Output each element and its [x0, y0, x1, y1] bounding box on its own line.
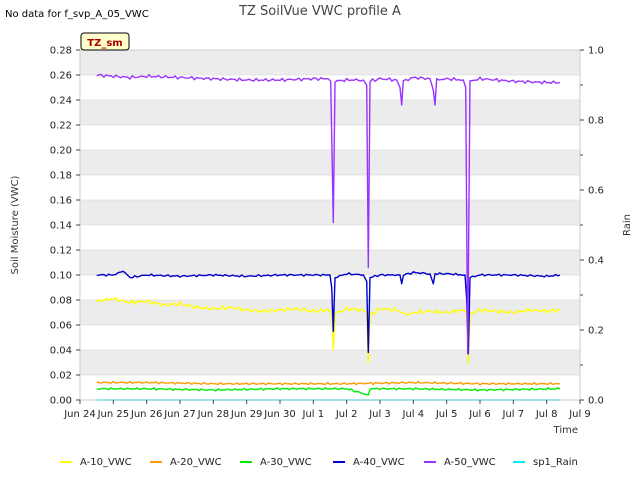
x-tick-label: Jun 26: [130, 409, 163, 420]
x-tick-label: Jul 2: [335, 409, 358, 420]
series-line-a-30-vwc: [96, 387, 561, 396]
site-badge-box: [80, 32, 130, 51]
y2-axis-ticks: 0.0 0.2 0.4 0.6 0.8 1.0: [580, 46, 604, 407]
y-tick-label: 0.00: [50, 396, 72, 407]
y-tick-label: 0.22: [50, 121, 72, 132]
x-axis-ticks: Jun 24 Jun 25 Jun 26 Jun 27 Jun 28 Jun 29 Jun …: [63, 400, 591, 420]
series-line-a-10-vwc: [96, 296, 561, 365]
grid-band: [80, 100, 580, 125]
x-tick-label: Jul 1: [302, 409, 325, 420]
x-tick-label: Jun 24: [63, 409, 96, 420]
legend-label: A-30_VWC: [260, 457, 312, 468]
x-tick-label: Jun 30: [263, 409, 296, 420]
y2-tick-label: 0.6: [588, 186, 604, 197]
site-badge-label: TZ_sm: [87, 38, 122, 49]
y2-tick-label: 0.0: [588, 396, 604, 407]
x-tick-label: Jun 28: [197, 409, 230, 420]
grid-band: [80, 50, 580, 75]
grid-band: [80, 200, 580, 225]
y-tick-label: 0.08: [50, 296, 72, 307]
legend-label: sp1_Rain: [533, 457, 578, 468]
y2-tick-label: 0.4: [588, 256, 604, 267]
legend: A-10_VWC A-20_VWC A-30_VWC A-40_VWC A-50_VWC…: [60, 457, 578, 468]
y-axis-ticks: 0.00 0.02 0.04 0.06 0.08 0.10 0.12 0.14 0.16 0.18…: [50, 46, 80, 407]
y-tick-label: 0.04: [50, 346, 72, 357]
y-tick-label: 0.06: [50, 321, 72, 332]
legend-label: A-50_VWC: [444, 457, 496, 468]
x-tick-label: Jun 29: [230, 409, 263, 420]
x-tick-label: Jul 9: [568, 409, 591, 420]
y-tick-label: 0.10: [50, 271, 72, 282]
grid-band: [80, 150, 580, 175]
y-tick-label: 0.12: [50, 246, 72, 257]
y2-tick-label: 0.2: [588, 326, 604, 337]
y2-tick-label: 0.8: [588, 116, 604, 127]
y-tick-label: 0.18: [50, 171, 72, 182]
y-axis-label: Soil Moisture (VWC): [10, 175, 21, 274]
y-tick-label: 0.28: [50, 46, 72, 57]
site-badge: TZ_sm: [80, 32, 130, 51]
y-tick-label: 0.26: [50, 71, 72, 82]
grid-band: [80, 250, 580, 275]
chart-title: TZ SoilVue VWC profile A: [238, 4, 401, 19]
legend-label: A-10_VWC: [80, 457, 132, 468]
x-tick-label: Jun 27: [163, 409, 196, 420]
x-tick-label: Jul 3: [368, 409, 391, 420]
no-data-note: No data for f_svp_A_05_VWC: [5, 9, 149, 20]
x-tick-label: Jul 5: [435, 409, 458, 420]
plot-lines: [96, 73, 561, 401]
grid-band: [80, 350, 580, 375]
series-line-a-40-vwc: [96, 270, 561, 355]
x-tick-label: Jul 4: [402, 409, 425, 420]
series-line-a-20-vwc: [96, 380, 560, 386]
y2-tick-label: 1.0: [588, 46, 604, 57]
y-tick-label: 0.16: [50, 196, 72, 207]
plot-background: [80, 50, 580, 401]
x-tick-label: Jun 25: [97, 409, 130, 420]
y-tick-label: 0.14: [50, 221, 72, 232]
x-tick-label: Jul 8: [535, 409, 558, 420]
x-tick-label: Jul 7: [502, 409, 525, 420]
y2-axis-label: Rain: [622, 214, 633, 236]
legend-label: A-40_VWC: [353, 457, 405, 468]
y-tick-label: 0.24: [50, 96, 72, 107]
series-line-a-50-vwc: [96, 73, 561, 355]
x-tick-label: Jul 6: [468, 409, 491, 420]
legend-label: A-20_VWC: [170, 457, 222, 468]
x-axis-label: Time: [553, 425, 578, 436]
y-tick-label: 0.20: [50, 146, 72, 157]
y-tick-label: 0.02: [50, 371, 72, 382]
